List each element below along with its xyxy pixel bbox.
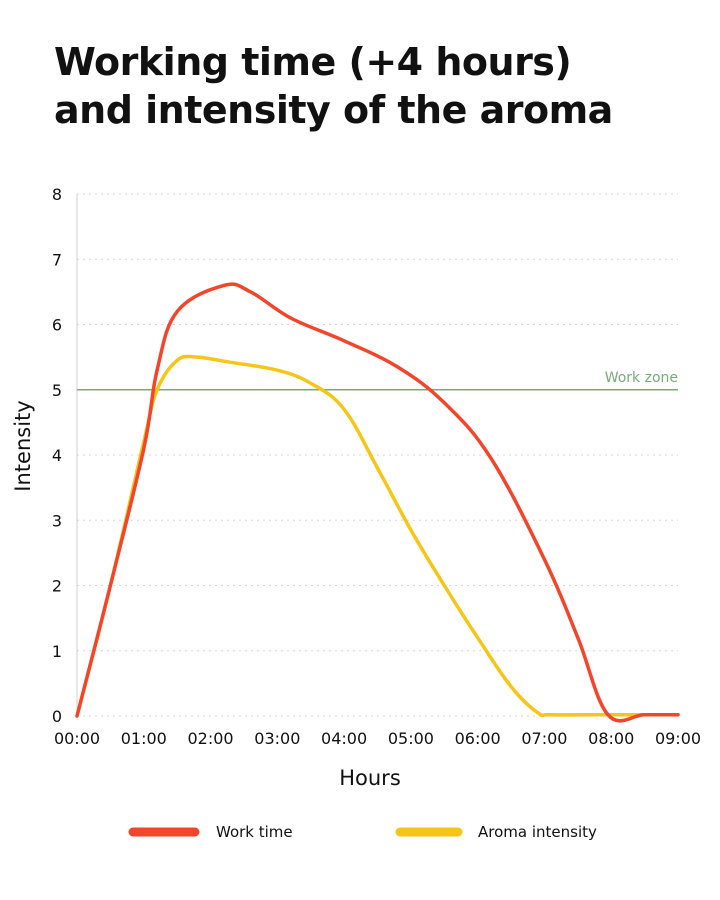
series-lines [75, 282, 680, 723]
x-axis-label: Hours [339, 766, 401, 790]
y-tick-labels: 0 1 2 3 4 5 6 7 8 [52, 185, 62, 726]
y-tick-label: 5 [52, 381, 62, 400]
x-tick-label: 03:00 [254, 729, 300, 748]
x-tick-label: 04:00 [321, 729, 367, 748]
chart-title: Working time (+4 hours) and intensity of… [54, 38, 694, 134]
y-tick-label: 3 [52, 511, 62, 530]
x-tick-label: 05:00 [388, 729, 434, 748]
work-zone-label: Work zone [605, 370, 678, 386]
y-axis-label: Intensity [11, 400, 35, 491]
x-tick-label: 07:00 [521, 729, 567, 748]
y-tick-label: 8 [52, 185, 62, 204]
x-tick-label: 01:00 [121, 729, 167, 748]
legend-label-aroma-intensity: Aroma intensity [478, 823, 597, 841]
chart-title-line-2: and intensity of the aroma [54, 88, 613, 132]
y-tick-label: 6 [52, 316, 62, 335]
x-tick-label: 09:00 [655, 729, 701, 748]
series-line-work-time [75, 282, 680, 723]
work-zone: Work zone [77, 370, 678, 391]
y-tick-label: 7 [52, 250, 62, 269]
x-tick-label: 00:00 [54, 729, 100, 748]
y-tick-label: 1 [52, 642, 62, 661]
x-tick-labels: 00:00 01:00 02:00 03:00 04:00 05:00 06:00 07:00… [54, 729, 701, 748]
y-tick-label: 0 [52, 707, 62, 726]
x-tick-label: 08:00 [588, 729, 634, 748]
grid [77, 193, 678, 717]
y-tick-label: 2 [52, 577, 62, 596]
x-tick-label: 02:00 [188, 729, 234, 748]
legend-label-work-time: Work time [216, 823, 293, 841]
y-tick-label: 4 [52, 446, 62, 465]
chart-title-line-1: Working time (+4 hours) [54, 40, 572, 84]
legend: Work time Aroma intensity [128, 823, 597, 841]
x-tick-label: 06:00 [455, 729, 501, 748]
